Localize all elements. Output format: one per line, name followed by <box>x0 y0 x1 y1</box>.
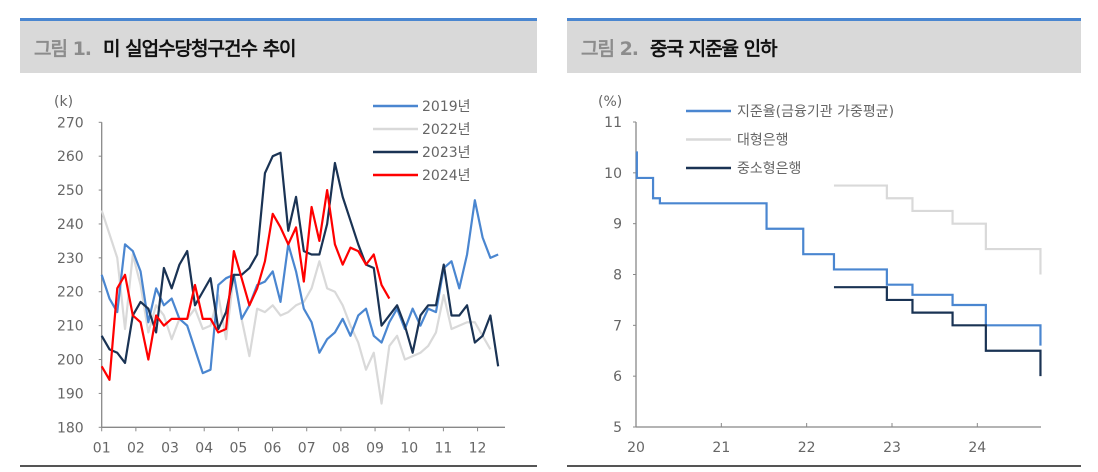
chart2-y-tick-label: 6 <box>613 369 622 385</box>
chart2-series-line-대형은행 <box>833 184 1042 275</box>
chart1-y-tick-label: 230 <box>57 251 84 267</box>
chart2-x-tick-label: 22 <box>798 440 816 456</box>
chart2-y-tick-label: 10 <box>604 166 622 182</box>
chart2-y-tick-label: 8 <box>613 268 622 284</box>
chart1-legend-label: 2023년 <box>422 145 471 161</box>
chart1-legend-label: 2022년 <box>422 122 471 138</box>
chart2-legend-label: 대형은행 <box>737 133 789 149</box>
chart2-series-line-지준율(금융기관 가중평균) <box>635 151 1042 346</box>
chart2-series-line-중소형은행 <box>833 286 1042 377</box>
chart1-x-tick-label: 02 <box>127 440 145 456</box>
chart1-y-tick-label: 180 <box>57 420 84 436</box>
chart1-x-tick-label: 09 <box>366 440 384 456</box>
chart2-y-tick-label: 11 <box>604 115 622 131</box>
chart1-y-tick-label: 190 <box>57 386 84 402</box>
chart1-y-tick-label: 260 <box>57 149 84 165</box>
chart1-x-tick-label: 07 <box>298 440 316 456</box>
chart1-x-tick-label: 05 <box>229 440 247 456</box>
chart2-x-tick-label: 23 <box>883 440 901 456</box>
chart2-x-tick-label: 24 <box>968 440 986 456</box>
chart1-series-line-2023년 <box>100 151 500 367</box>
chart1-x-tick-label: 08 <box>332 440 350 456</box>
chart1-y-tick-label: 270 <box>57 115 84 131</box>
chart1-x-tick-label: 11 <box>434 440 452 456</box>
chart2-x-tick-label: 21 <box>712 440 730 456</box>
chart1-x-tick-label: 10 <box>400 440 418 456</box>
chart2-legend-label: 지준율(금융기관 가중평균) <box>737 104 894 120</box>
chart1-y-tick-label: 240 <box>57 217 84 233</box>
chart2-x-tick-label: 20 <box>627 440 645 456</box>
figure-2-header: 그림 2. 중국 지준율 인하 <box>567 18 1081 73</box>
figure-2-title: 중국 지준율 인하 <box>650 37 778 60</box>
chart2-unit-label: (%) <box>598 94 622 110</box>
chart1-y-tick-label: 250 <box>57 183 84 199</box>
chart2-legend-label: 중소형은행 <box>737 161 801 177</box>
figure-2-number: 그림 2. <box>581 37 639 60</box>
chart2-y-tick-label: 9 <box>613 217 622 233</box>
chart1-x-tick-label: 01 <box>93 440 111 456</box>
chart2-y-tick-label: 7 <box>613 318 622 334</box>
chart1-y-tick-label: 200 <box>57 353 84 369</box>
chart1-unit-label: (k) <box>54 94 73 110</box>
chart1-y-tick-label: 220 <box>57 285 84 301</box>
figure-1-title: 미 실업수당청구건수 추이 <box>103 37 297 60</box>
figure-1-header: 그림 1. 미 실업수당청구건수 추이 <box>20 18 537 73</box>
chart1-x-tick-label: 12 <box>469 440 487 456</box>
chart1-series-line-2024년 <box>100 188 391 381</box>
chart1-x-tick-label: 06 <box>264 440 282 456</box>
figure-1-number: 그림 1. <box>34 37 92 60</box>
chart1-y-tick-label: 210 <box>57 319 84 335</box>
chart1-legend-label: 2024년 <box>422 168 471 184</box>
chart1-legend-label: 2019년 <box>422 99 471 115</box>
chart1-series-line-2019년 <box>100 199 499 375</box>
chart1-x-tick-label: 03 <box>161 440 179 456</box>
chart1-x-tick-label: 04 <box>195 440 213 456</box>
chart2-y-tick-label: 5 <box>613 420 622 436</box>
